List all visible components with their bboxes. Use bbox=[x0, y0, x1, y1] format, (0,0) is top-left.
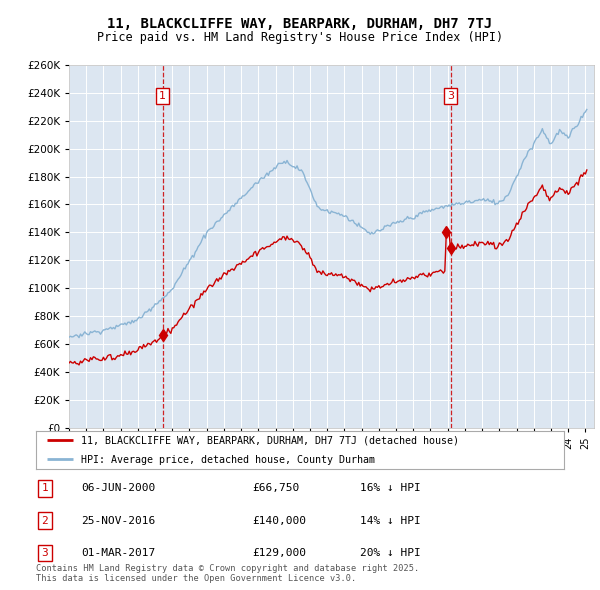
Text: 3: 3 bbox=[41, 548, 49, 558]
Text: 1: 1 bbox=[159, 91, 166, 101]
Text: 3: 3 bbox=[447, 91, 454, 101]
Text: HPI: Average price, detached house, County Durham: HPI: Average price, detached house, Coun… bbox=[81, 455, 375, 465]
Text: 2: 2 bbox=[41, 516, 49, 526]
Text: 25-NOV-2016: 25-NOV-2016 bbox=[81, 516, 155, 526]
Text: £66,750: £66,750 bbox=[252, 483, 299, 493]
Text: Price paid vs. HM Land Registry's House Price Index (HPI): Price paid vs. HM Land Registry's House … bbox=[97, 31, 503, 44]
Text: £140,000: £140,000 bbox=[252, 516, 306, 526]
Text: 11, BLACKCLIFFE WAY, BEARPARK, DURHAM, DH7 7TJ (detached house): 11, BLACKCLIFFE WAY, BEARPARK, DURHAM, D… bbox=[81, 435, 459, 445]
Text: £129,000: £129,000 bbox=[252, 548, 306, 558]
Text: 06-JUN-2000: 06-JUN-2000 bbox=[81, 483, 155, 493]
Text: 11, BLACKCLIFFE WAY, BEARPARK, DURHAM, DH7 7TJ: 11, BLACKCLIFFE WAY, BEARPARK, DURHAM, D… bbox=[107, 17, 493, 31]
Text: 01-MAR-2017: 01-MAR-2017 bbox=[81, 548, 155, 558]
Text: Contains HM Land Registry data © Crown copyright and database right 2025.
This d: Contains HM Land Registry data © Crown c… bbox=[36, 563, 419, 583]
Text: 16% ↓ HPI: 16% ↓ HPI bbox=[360, 483, 421, 493]
Text: 14% ↓ HPI: 14% ↓ HPI bbox=[360, 516, 421, 526]
Text: 20% ↓ HPI: 20% ↓ HPI bbox=[360, 548, 421, 558]
Text: 1: 1 bbox=[41, 483, 49, 493]
